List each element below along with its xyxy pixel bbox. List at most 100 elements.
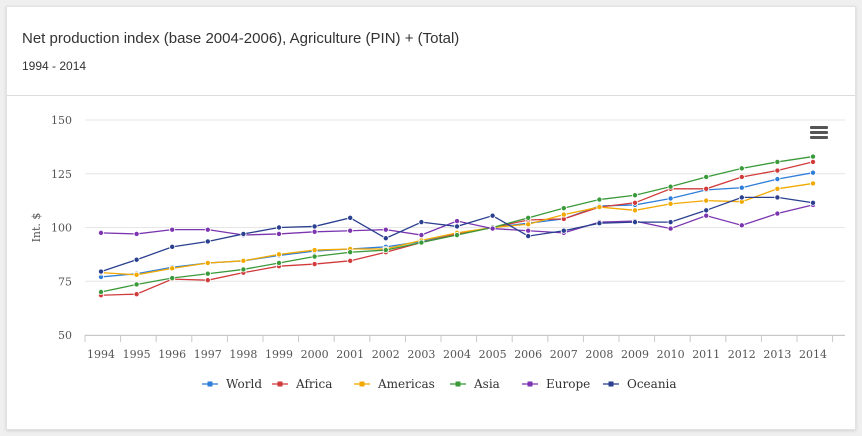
data-point-africa[interactable] [133, 291, 140, 298]
data-point-asia[interactable] [98, 288, 105, 295]
data-point-asia[interactable] [774, 158, 781, 165]
data-point-oceania[interactable] [560, 227, 567, 234]
data-point-asia[interactable] [311, 253, 318, 260]
line-chart: 50 75 100 125 150 Int. $ 1994 1995 1996 1997 1998… [30, 114, 845, 391]
data-point-americas[interactable] [311, 247, 318, 254]
data-point-asia[interactable] [347, 249, 354, 256]
data-point-asia[interactable] [275, 259, 282, 266]
data-point-asia[interactable] [169, 275, 176, 282]
data-point-oceania[interactable] [311, 223, 318, 230]
data-point-europe[interactable] [703, 212, 710, 219]
data-point-africa[interactable] [204, 277, 211, 284]
data-point-americas[interactable] [169, 265, 176, 272]
data-point-africa[interactable] [632, 199, 639, 206]
data-point-americas[interactable] [632, 207, 639, 214]
menu-bar-2 [810, 131, 828, 134]
data-point-world[interactable] [774, 176, 781, 183]
x-tick-label: 1996 [158, 348, 186, 361]
data-point-oceania[interactable] [810, 199, 817, 206]
data-point-oceania[interactable] [275, 224, 282, 231]
legend-item-oceania[interactable]: Oceania [603, 377, 677, 391]
data-point-americas[interactable] [667, 200, 674, 207]
data-point-europe[interactable] [98, 229, 105, 236]
data-point-asia[interactable] [382, 247, 389, 254]
legend-item-europe[interactable]: Europe [522, 377, 590, 391]
data-point-oceania[interactable] [133, 256, 140, 263]
data-point-europe[interactable] [774, 210, 781, 217]
data-point-africa[interactable] [703, 185, 710, 192]
x-tick-label: 2010 [657, 348, 685, 361]
y-tick-label: 75 [58, 275, 72, 288]
data-point-europe[interactable] [667, 225, 674, 232]
data-point-africa[interactable] [774, 167, 781, 174]
data-point-europe[interactable] [382, 226, 389, 233]
data-point-oceania[interactable] [347, 214, 354, 221]
data-point-asia[interactable] [738, 165, 745, 172]
data-point-europe[interactable] [133, 230, 140, 237]
data-point-oceania[interactable] [240, 230, 247, 237]
data-point-oceania[interactable] [382, 235, 389, 242]
data-point-asia[interactable] [133, 281, 140, 288]
legend-item-africa[interactable]: Africa [272, 377, 332, 391]
data-point-oceania[interactable] [703, 207, 710, 214]
data-point-oceania[interactable] [596, 220, 603, 227]
series-group [98, 153, 817, 299]
data-point-oceania[interactable] [632, 219, 639, 226]
data-point-oceania[interactable] [525, 233, 532, 240]
data-point-asia[interactable] [667, 183, 674, 190]
data-point-oceania[interactable] [204, 238, 211, 245]
data-point-oceania[interactable] [169, 243, 176, 250]
data-point-europe[interactable] [169, 226, 176, 233]
data-point-world[interactable] [738, 184, 745, 191]
data-point-americas[interactable] [810, 180, 817, 187]
data-point-oceania[interactable] [667, 219, 674, 226]
legend-item-world[interactable]: World [202, 377, 262, 391]
x-tick-label: 2014 [799, 348, 827, 361]
data-point-americas[interactable] [275, 251, 282, 258]
data-point-asia[interactable] [810, 153, 817, 160]
data-point-africa[interactable] [347, 257, 354, 264]
data-point-asia[interactable] [240, 266, 247, 273]
data-point-europe[interactable] [525, 227, 532, 234]
y-tick-label: 150 [51, 114, 72, 127]
legend-item-asia[interactable]: Asia [450, 377, 500, 391]
data-point-americas[interactable] [240, 257, 247, 264]
data-point-asia[interactable] [525, 214, 532, 221]
data-point-africa[interactable] [311, 261, 318, 268]
hamburger-menu-icon[interactable] [810, 126, 828, 139]
data-point-africa[interactable] [738, 173, 745, 180]
data-point-asia[interactable] [703, 173, 710, 180]
data-point-oceania[interactable] [98, 268, 105, 275]
data-point-asia[interactable] [560, 205, 567, 212]
data-point-europe[interactable] [204, 226, 211, 233]
data-point-oceania[interactable] [489, 212, 496, 219]
data-point-asia[interactable] [632, 192, 639, 199]
data-point-europe[interactable] [418, 232, 425, 239]
data-point-world[interactable] [667, 195, 674, 202]
data-point-asia[interactable] [453, 232, 460, 239]
data-point-oceania[interactable] [418, 219, 425, 226]
data-point-oceania[interactable] [738, 194, 745, 201]
data-point-oceania[interactable] [453, 223, 460, 230]
data-point-asia[interactable] [418, 239, 425, 246]
data-point-americas[interactable] [560, 211, 567, 218]
data-point-europe[interactable] [489, 225, 496, 232]
data-point-americas[interactable] [703, 197, 710, 204]
data-point-americas[interactable] [596, 204, 603, 211]
data-point-asia[interactable] [596, 196, 603, 203]
data-point-oceania[interactable] [774, 194, 781, 201]
data-point-world[interactable] [810, 169, 817, 176]
data-point-americas[interactable] [525, 221, 532, 228]
data-point-asia[interactable] [204, 270, 211, 277]
legend-item-americas[interactable]: Americas [354, 377, 435, 391]
data-point-europe[interactable] [738, 222, 745, 229]
data-point-europe[interactable] [347, 227, 354, 234]
data-point-americas[interactable] [133, 271, 140, 278]
x-tick-label: 2001 [336, 348, 364, 361]
data-point-africa[interactable] [810, 158, 817, 165]
data-point-americas[interactable] [204, 259, 211, 266]
data-point-europe[interactable] [311, 228, 318, 235]
data-point-europe[interactable] [453, 218, 460, 225]
data-point-europe[interactable] [275, 230, 282, 237]
data-point-americas[interactable] [774, 185, 781, 192]
